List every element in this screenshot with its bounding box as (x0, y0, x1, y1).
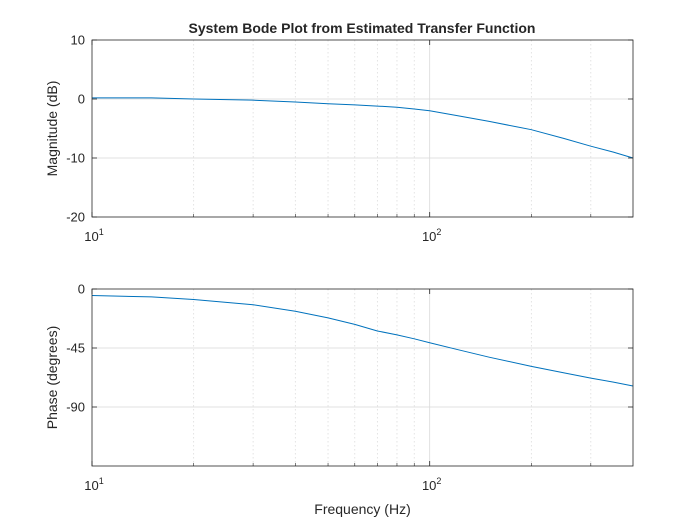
chart-magnitude-series-line (92, 97, 634, 159)
chart-magnitude-y-tick-label: -10 (66, 151, 85, 166)
chart-magnitude-y-tick-label: -20 (66, 210, 85, 225)
chart-phase-x-tick-label: 102 (422, 476, 441, 493)
chart-phase-axes-box (91, 288, 634, 467)
chart-magnitude-axes-box (91, 39, 634, 218)
chart-magnitude-y-tick-label: 0 (78, 92, 85, 107)
chart-magnitude-x-tick-label: 101 (84, 227, 103, 244)
chart-phase-y-tick-label: -90 (66, 400, 85, 415)
phase-plot: 0 -45 -90 101 102 Phase (degrees) Frequency (H… (44, 282, 634, 517)
chart-phase-y-tick-label: 0 (78, 282, 85, 297)
chart-phase-x-axis-label: Frequency (Hz) (314, 501, 410, 517)
magnitude-plot: 10 0 -10 -20 101 102 Magnitude (dB) (44, 33, 634, 244)
chart-magnitude-background (92, 40, 633, 217)
chart-phase-x-tick-label: 101 (84, 476, 103, 493)
chart-phase-series-line (91, 295, 634, 387)
chart-phase-background (92, 289, 633, 466)
chart-magnitude-x-tick-label: 102 (422, 227, 441, 244)
chart-phase-y-tick-label: -45 (66, 341, 85, 356)
chart-phase-y-axis-label: Phase (degrees) (44, 326, 60, 430)
figure-title: System Bode Plot from Estimated Transfer… (189, 20, 536, 36)
chart-magnitude-y-axis-label: Magnitude (dB) (44, 81, 60, 177)
chart-magnitude-y-tick-label: 10 (71, 33, 85, 48)
